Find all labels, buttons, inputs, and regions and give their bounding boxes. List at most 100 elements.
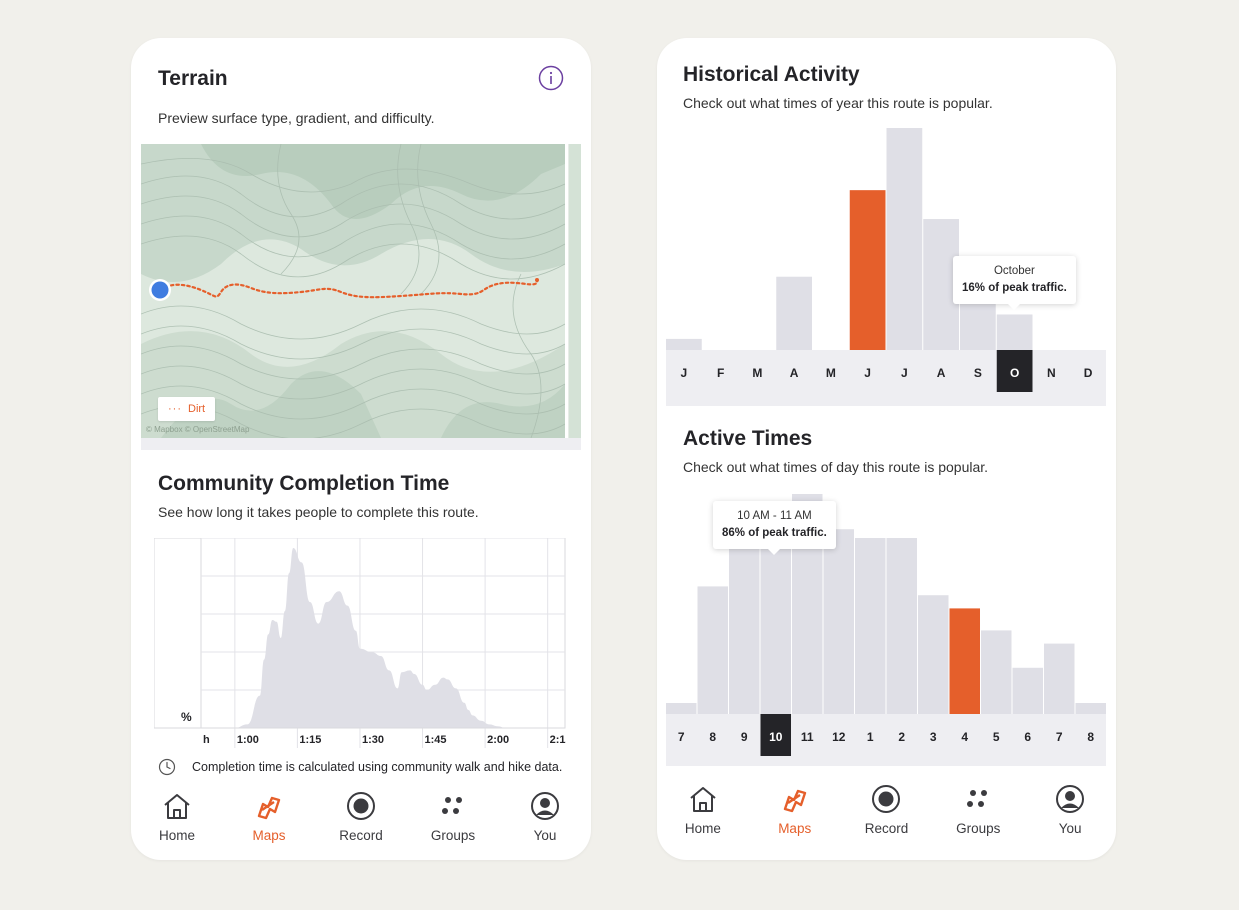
axis-label-band [666,714,1106,766]
category-label: 11 [801,730,814,744]
completion-note: Completion time is calculated using comm… [192,760,563,774]
dirt-legend-label: Dirt [188,403,206,415]
category-label: 6 [1024,730,1031,744]
active-tooltip-title: 10 AM - 11 AM [737,510,812,522]
bar [729,549,760,714]
bar [760,524,791,714]
category-label: J [864,366,871,380]
category-label: A [937,366,946,380]
terrain-map-canvas [141,144,565,438]
category-label: 1 [867,730,874,744]
nav-maps-label: Maps [778,821,812,836]
active-title: Active Times [683,427,813,450]
category-label: 5 [993,730,1000,744]
terrain-map-next[interactable] [568,144,581,438]
nav-home-label: Home [158,828,195,843]
bar [855,538,886,714]
active-subtitle: Check out what times of day this route i… [683,459,989,475]
bar [666,338,702,350]
nav-groups[interactable]: Groups [932,783,1024,853]
maps-icon [783,789,806,813]
record-icon [347,792,375,820]
historical-title: Historical Activity [683,63,860,86]
bar [849,190,886,350]
category-label: D [1084,366,1093,380]
historical-tooltip-title: October [993,265,1035,277]
bar [949,608,980,714]
terrain-subtitle: Preview surface type, gradient, and diff… [158,110,435,126]
groups-icon [967,790,988,807]
terrain-map[interactable]: ··· Dirt © Mapbox © OpenStreetMap [141,144,565,438]
map-legend-dirt: ··· Dirt [158,397,216,421]
category-label: 2 [898,730,905,744]
x-tick-label: 1:30 [362,734,384,746]
bar [666,703,697,714]
axis-label-band [666,350,1106,402]
maps-icon [257,796,281,820]
nav-maps[interactable]: Maps [223,790,315,860]
bar [1075,703,1106,714]
bar [1012,667,1043,714]
section-divider [666,402,1106,406]
bar [886,128,923,350]
bar [823,529,854,714]
category-label: J [681,366,688,380]
completion-subtitle: See how long it takes people to complete… [158,504,479,520]
terrain-title: Terrain [158,67,228,90]
nav-maps-label: Maps [252,828,286,843]
nav-groups-label: Groups [430,828,476,843]
dirt-legend-dots: ··· [168,403,182,415]
bar [697,586,728,714]
category-label: 4 [961,730,968,744]
category-label: 8 [709,730,716,744]
nav-home[interactable]: Home [657,783,749,853]
bottom-nav: Home Maps Record Groups You [131,790,591,860]
category-label: 8 [1087,730,1094,744]
home-icon [164,794,190,819]
nav-record[interactable]: Record [315,790,407,860]
x-tick-label: 2:15 [550,734,566,746]
category-label: M [826,366,836,380]
category-label: M [752,366,762,380]
category-label: F [717,366,724,380]
historical-subtitle: Check out what times of year this route … [683,95,993,111]
completion-time-chart: 1:00 1:15 1:30 1:45 2:00 2:15 h% [154,538,566,748]
nav-groups[interactable]: Groups [407,790,499,860]
y-axis-label: % [181,710,192,724]
bar [918,595,949,714]
bar [960,296,996,350]
category-label: 10 [769,730,783,744]
nav-maps[interactable]: Maps [749,783,841,853]
active-tooltip-value: 86% of peak traffic. [722,527,827,539]
category-label: N [1047,366,1056,380]
category-label: O [1010,366,1019,380]
category-label: 3 [930,730,937,744]
groups-icon [442,797,462,814]
nav-groups-label: Groups [956,821,1001,836]
nav-you-label: You [1058,821,1082,836]
map-attribution: © Mapbox © OpenStreetMap [146,425,250,434]
completion-area-series [234,548,536,728]
nav-record[interactable]: Record [841,783,933,853]
nav-you[interactable]: You [499,790,591,860]
home-icon [690,787,716,812]
historical-tooltip-value: 16% of peak traffic. [962,282,1067,294]
activity-screen: Historical Activity Check out what times… [657,38,1116,860]
x-tick-label: 1:00 [237,734,259,746]
category-label: J [901,366,908,380]
clock-icon [158,758,176,776]
selected-label-bg [760,714,791,756]
nav-home[interactable]: Home [131,790,223,860]
profile-icon [1056,785,1085,813]
x-tick-label: 1:15 [299,734,321,746]
nav-home-label: Home [684,821,721,836]
nav-you-label: You [533,828,557,843]
nav-you[interactable]: You [1024,783,1116,853]
info-icon[interactable] [538,65,564,91]
category-label: S [974,366,982,380]
nav-record-label: Record [339,828,383,843]
category-label: 12 [832,730,846,744]
selected-label-bg [996,350,1033,392]
start-location-marker [149,279,171,301]
